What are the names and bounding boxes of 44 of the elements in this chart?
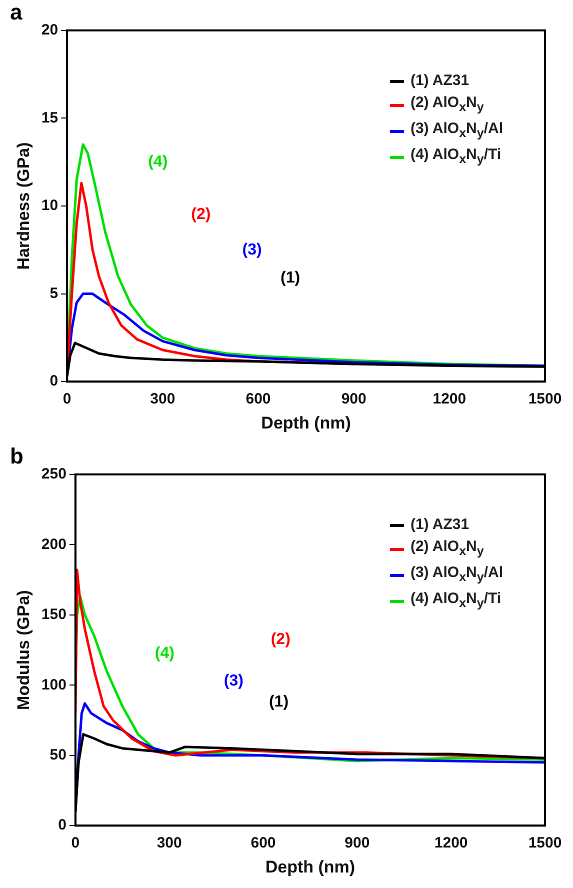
- chart-title: a: [10, 0, 23, 24]
- annotation: (3): [224, 672, 244, 690]
- y-tick-label: 150: [41, 606, 66, 624]
- legend-label: (4) AlO$_{x}$N$_{y}$/Ti: [410, 145, 502, 168]
- x-tick-label: 600: [246, 390, 271, 408]
- annotation: (2): [191, 206, 211, 224]
- annotation: (3): [242, 241, 262, 258]
- annotation: (4): [154, 644, 174, 662]
- legend-label: (3) AlO$_{x}$N$_{y}$/Al: [410, 563, 503, 586]
- x-axis-title: Depth (nm): [261, 413, 351, 432]
- chart-title: b: [10, 443, 24, 468]
- legend-label: (2) AlO$_{x}$N$_{y}$: [410, 537, 484, 560]
- y-tick-label: 0: [50, 372, 58, 390]
- x-tick-label: 600: [250, 834, 276, 852]
- x-tick-label: 1200: [432, 390, 466, 408]
- y-tick-label: 250: [41, 466, 66, 483]
- y-tick-label: 200: [41, 536, 66, 553]
- legend-label: (2) AlO$_{x}$N$_{y}$: [410, 93, 484, 116]
- y-axis-title: Hardness (GPa): [14, 142, 33, 270]
- annotation: (4): [148, 154, 168, 171]
- y-tick-label: 5: [50, 284, 58, 302]
- legend-label: (1) AZ31: [410, 515, 470, 535]
- legend-label: (4) AlO$_{x}$N$_{y}$/Ti: [410, 589, 502, 612]
- y-tick-label: 20: [41, 22, 58, 39]
- annotation: (2): [270, 630, 290, 648]
- x-tick-label: 300: [156, 834, 182, 852]
- x-tick-label: 900: [341, 390, 366, 408]
- y-axis-title: Modulus (GPa): [14, 590, 33, 710]
- annotation: (1): [280, 269, 300, 286]
- x-tick-label: 1200: [434, 834, 468, 852]
- annotation: (1): [268, 693, 289, 710]
- x-tick-label: 900: [344, 834, 370, 852]
- legend-label: (3) AlO$_{x}$N$_{y}$/Al: [410, 119, 503, 142]
- legend-label: (1) AZ31: [410, 71, 470, 91]
- y-tick-label: 15: [41, 109, 58, 126]
- y-tick-label: 100: [41, 676, 66, 694]
- x-tick-label: 1500: [528, 390, 562, 408]
- y-tick-label: 50: [50, 746, 66, 764]
- y-tick-label: 10: [41, 197, 58, 214]
- y-tick-label: 0: [58, 816, 66, 834]
- x-axis-title: Depth (nm): [265, 857, 356, 876]
- x-tick-label: 300: [150, 390, 176, 408]
- x-tick-label: 1500: [528, 834, 562, 852]
- x-tick-label: 0: [71, 834, 80, 852]
